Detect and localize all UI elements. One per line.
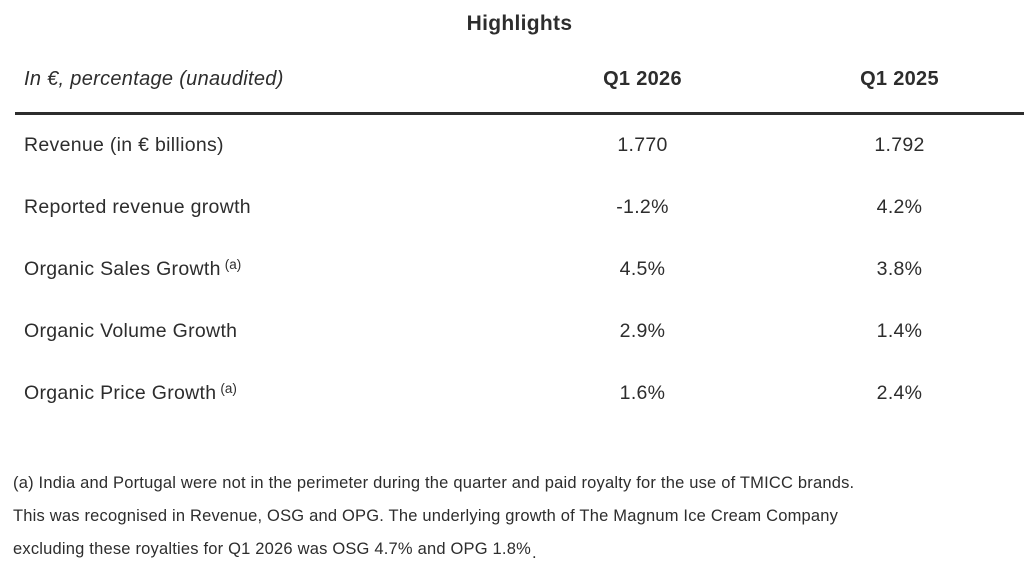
- value-q1-2025: 1.792: [874, 133, 925, 156]
- row-label: Revenue (in € billions): [15, 133, 510, 157]
- table-header-units-label: In €, percentage (unaudited): [24, 67, 284, 90]
- value-q1-2026: 1.770: [617, 133, 668, 156]
- value-q1-2026: 1.6%: [619, 381, 666, 404]
- table-header-q1-2025: Q1 2025: [860, 67, 939, 90]
- value-q1-2026: 4.5%: [619, 257, 666, 280]
- table-row-revenue: Revenue (in € billions) 1.770 1.792: [15, 114, 1024, 176]
- footnote: (a) India and Portugal were not in the p…: [13, 467, 1019, 566]
- value-q1-2026: -1.2%: [616, 195, 669, 218]
- header-divider-rule: [15, 112, 1024, 115]
- row-label: Organic Sales Growth (a): [15, 257, 510, 281]
- footnote-marker: (a): [224, 257, 242, 272]
- value-q1-2025: 4.2%: [876, 195, 923, 218]
- footnote-trailing-period: .: [531, 544, 537, 562]
- row-label-text: Reported revenue growth: [24, 196, 251, 218]
- value-q1-2026: 2.9%: [619, 319, 666, 342]
- table-row-organic-sales-growth: Organic Sales Growth (a) 4.5% 3.8%: [15, 238, 1024, 300]
- row-label-text: Organic Sales Growth: [24, 258, 221, 280]
- footnote-marker: (a): [220, 381, 237, 396]
- page-title: Highlights: [466, 12, 573, 35]
- row-label: Organic Price Growth (a): [15, 381, 510, 405]
- value-q1-2025: 1.4%: [876, 319, 923, 342]
- table-row-reported-revenue-growth: Reported revenue growth -1.2% 4.2%: [15, 176, 1024, 238]
- footnote-line-2: This was recognised in Revenue, OSG and …: [13, 507, 839, 525]
- footnote-line-3-text: excluding these royalties for Q1 2026 wa…: [13, 540, 531, 558]
- table-header-row: In €, percentage (unaudited) Q1 2026 Q1 …: [15, 66, 1024, 92]
- value-q1-2025: 2.4%: [876, 381, 923, 404]
- table-row-organic-price-growth: Organic Price Growth (a) 1.6% 2.4%: [15, 362, 1024, 424]
- footnote-line-1: (a) India and Portugal were not in the p…: [13, 474, 855, 492]
- row-label-text: Organic Price Growth: [24, 382, 217, 404]
- row-label-text: Revenue (in € billions): [24, 134, 224, 156]
- row-label: Reported revenue growth: [15, 195, 510, 219]
- row-label: Organic Volume Growth: [15, 319, 510, 343]
- footnote-line-3: excluding these royalties for Q1 2026 wa…: [13, 533, 1019, 566]
- highlights-table-body: Revenue (in € billions) 1.770 1.792 Repo…: [15, 114, 1024, 424]
- table-row-organic-volume-growth: Organic Volume Growth 2.9% 1.4%: [15, 300, 1024, 362]
- table-header-q1-2026: Q1 2026: [603, 67, 682, 90]
- value-q1-2025: 3.8%: [876, 257, 923, 280]
- row-label-text: Organic Volume Growth: [24, 320, 238, 342]
